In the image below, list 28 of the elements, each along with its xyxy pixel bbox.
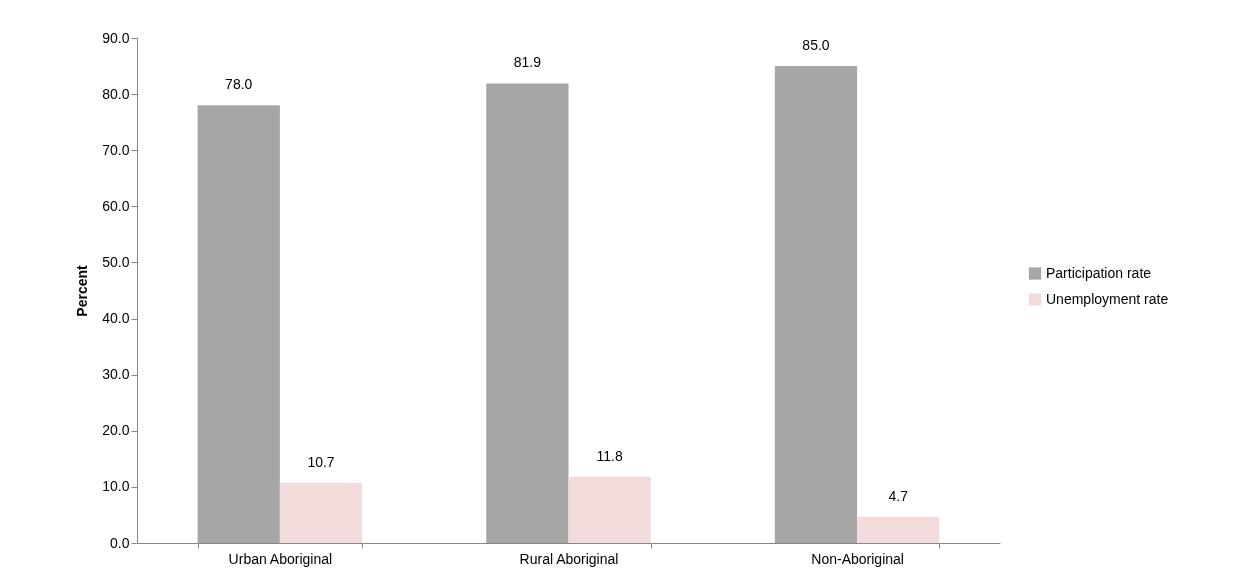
x-tick-label: Rural Aboriginal — [519, 550, 619, 567]
y-tick-label: 10.0 — [102, 478, 130, 495]
bar — [197, 105, 280, 543]
data-label: 78.0 — [225, 76, 253, 93]
y-tick-label: 20.0 — [102, 422, 130, 439]
y-tick-label: 80.0 — [102, 85, 130, 102]
data-label: 11.8 — [596, 447, 623, 464]
data-label: 10.7 — [307, 453, 335, 470]
legend-label: Unemployment rate — [1046, 290, 1169, 307]
bar — [857, 516, 940, 543]
data-label: 85.0 — [802, 37, 830, 54]
y-tick-label: 70.0 — [102, 141, 130, 158]
legend-label: Participation rate — [1046, 264, 1152, 281]
x-tick-label: Non-Aboriginal — [811, 550, 904, 567]
y-tick-label: 50.0 — [102, 253, 130, 270]
y-tick-label: 90.0 — [102, 29, 130, 46]
y-axis-title: Percent — [74, 264, 91, 317]
bar — [568, 476, 651, 543]
bar — [774, 66, 858, 543]
y-tick-label: 0.0 — [110, 534, 130, 551]
bar — [486, 83, 569, 543]
y-tick-label: 60.0 — [102, 197, 130, 214]
y-tick-label: 30.0 — [102, 366, 130, 383]
y-tick-label: 40.0 — [102, 310, 130, 327]
data-label: 81.9 — [513, 54, 542, 71]
bar — [279, 482, 363, 543]
x-tick-label: Urban Aboriginal — [228, 550, 333, 567]
data-label: 4.7 — [888, 487, 909, 504]
